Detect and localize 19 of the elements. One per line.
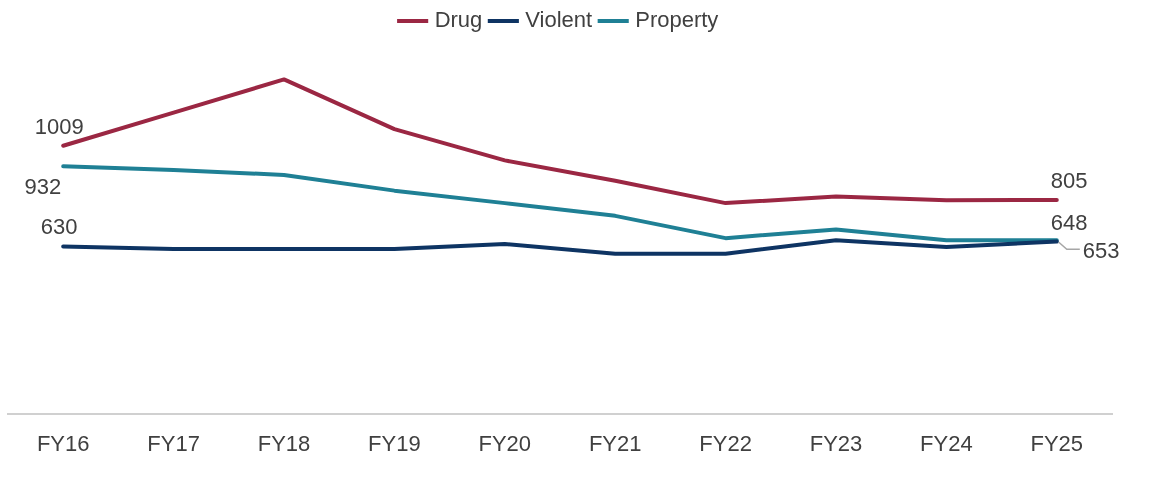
x-tick-label: FY17	[147, 430, 200, 456]
x-tick-label: FY21	[588, 430, 642, 456]
legend-label: Violent	[525, 7, 593, 33]
x-tick-label: FY24	[920, 430, 973, 456]
x-tick-label: FY18	[257, 430, 311, 456]
data-label: 653	[1082, 238, 1120, 264]
data-label: 932	[24, 174, 62, 200]
data-label: 648	[1050, 209, 1088, 235]
data-label: 630	[40, 214, 78, 240]
legend-label: Property	[635, 7, 719, 33]
x-tick-label: FY19	[368, 430, 421, 456]
x-tick-label: FY16	[36, 430, 90, 456]
legend-label: Drug	[434, 7, 483, 33]
x-tick-label: FY22	[699, 430, 752, 456]
x-tick-label: FY23	[809, 430, 863, 456]
data-label: 1009	[34, 113, 84, 139]
x-tick-label: FY25	[1030, 430, 1084, 456]
data-label: 805	[1050, 167, 1088, 193]
x-tick-label: FY20	[478, 430, 532, 456]
